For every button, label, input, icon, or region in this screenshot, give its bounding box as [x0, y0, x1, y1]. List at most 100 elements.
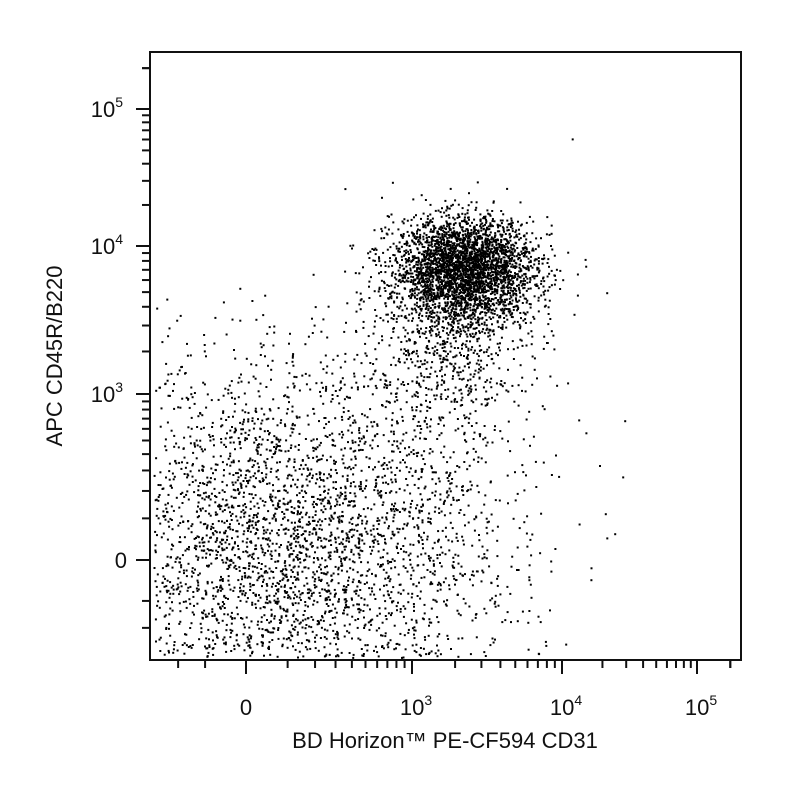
event-dot [230, 631, 233, 634]
event-dot [343, 635, 346, 638]
event-dot [314, 528, 317, 531]
event-dot [293, 537, 296, 540]
event-dot [270, 467, 273, 470]
event-dot [225, 650, 228, 653]
event-dot [250, 635, 253, 638]
event-dot [287, 519, 289, 522]
event-dot [164, 577, 166, 580]
event-dot [194, 445, 196, 448]
event-dot [351, 528, 353, 531]
event-dot [320, 458, 323, 461]
event-dot [267, 630, 270, 633]
event-dot [495, 284, 498, 287]
event-dot [454, 250, 457, 253]
event-dot [223, 521, 226, 524]
event-dot [219, 541, 222, 544]
event-dot [491, 270, 493, 273]
event-dot [442, 224, 445, 227]
event-dot [237, 596, 240, 598]
event-dot [504, 238, 507, 241]
event-dot [208, 646, 211, 648]
event-dot [438, 306, 440, 309]
event-dot [259, 596, 262, 599]
event-dot [293, 576, 296, 578]
event-dot [427, 222, 430, 225]
event-dot [405, 551, 408, 554]
event-dot [279, 605, 282, 608]
event-dot [305, 523, 308, 526]
event-dot [380, 494, 383, 497]
event-dot [193, 547, 196, 549]
event-dot [227, 457, 230, 460]
event-dot [439, 588, 442, 591]
event-dot [197, 485, 200, 488]
event-dot [337, 600, 340, 603]
event-dot [290, 569, 293, 572]
event-dot [249, 530, 252, 533]
event-dot [323, 636, 326, 639]
event-dot [516, 569, 518, 571]
event-dot [491, 218, 494, 220]
event-dot [278, 619, 281, 621]
event-dot [295, 376, 298, 379]
event-dot [447, 234, 450, 237]
event-dot [381, 339, 384, 342]
event-dot [293, 507, 296, 510]
event-dot [531, 249, 534, 252]
event-dot [482, 299, 485, 302]
event-dot [400, 245, 403, 248]
event-dot [316, 620, 319, 622]
event-dot [268, 482, 271, 485]
event-dot [391, 264, 394, 267]
event-dot [253, 441, 256, 444]
event-dot [354, 619, 357, 622]
event-dot [229, 441, 232, 444]
event-dot [400, 548, 402, 550]
event-dot [480, 288, 483, 291]
event-dot [221, 549, 224, 552]
event-dot [263, 606, 266, 609]
event-dot [168, 613, 171, 616]
event-dot [477, 261, 480, 264]
event-dot [530, 554, 533, 557]
event-dot [335, 503, 338, 506]
event-dot [505, 254, 508, 256]
event-dot [189, 435, 192, 438]
event-dot [255, 514, 258, 517]
event-dot [526, 277, 529, 280]
event-dot [505, 259, 508, 262]
event-dot [435, 324, 438, 327]
event-dot [342, 612, 345, 615]
event-dot [473, 431, 476, 434]
event-dot [363, 542, 366, 545]
event-dot [338, 518, 341, 521]
event-dot [343, 591, 346, 594]
event-dot [240, 617, 242, 619]
event-dot [375, 387, 378, 390]
event-dot [332, 384, 335, 387]
event-dot [477, 303, 480, 305]
event-dot [299, 599, 302, 601]
event-dot [355, 546, 358, 549]
event-dot [319, 619, 322, 622]
event-dot [299, 561, 302, 564]
event-dot [239, 583, 242, 586]
event-dot [291, 602, 294, 605]
event-dot [266, 571, 269, 574]
event-dot [248, 562, 250, 565]
event-dot [216, 513, 219, 516]
event-dot [415, 380, 418, 383]
event-dot [413, 609, 415, 612]
event-dot [363, 616, 365, 619]
event-dot [486, 227, 489, 230]
event-dot [296, 556, 299, 559]
event-dot [440, 245, 443, 248]
event-dot [454, 266, 457, 269]
event-dot [208, 433, 211, 436]
event-dot [239, 421, 242, 424]
event-dot [507, 440, 509, 443]
event-dot [329, 623, 332, 626]
event-dot [246, 469, 249, 472]
event-dot [292, 613, 295, 616]
event-dot [336, 632, 339, 635]
